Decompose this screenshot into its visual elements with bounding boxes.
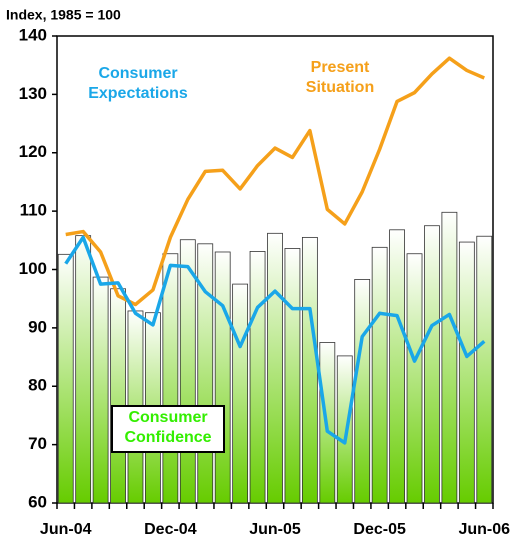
bar <box>476 235 493 504</box>
label-box <box>111 405 225 453</box>
bar <box>406 253 423 504</box>
bar <box>249 251 266 504</box>
x-tick-label: Jun-05 <box>249 521 301 538</box>
bar <box>162 253 179 504</box>
bar <box>301 236 318 504</box>
line-series <box>65 56 485 307</box>
x-tick-label: Jun-06 <box>458 521 510 538</box>
bar <box>57 253 74 504</box>
bar <box>354 279 371 504</box>
x-tick-label: Dec-04 <box>144 521 197 538</box>
bar <box>336 355 353 504</box>
bar <box>284 248 301 504</box>
bar <box>441 211 458 504</box>
bar <box>110 288 126 504</box>
bar <box>179 239 196 504</box>
bar <box>232 283 249 504</box>
y-tick-label: 60 <box>28 492 47 511</box>
bar <box>424 225 440 504</box>
bar <box>389 229 405 504</box>
x-tick-label: Jun-04 <box>40 521 92 538</box>
x-tick-label: Dec-05 <box>353 521 406 538</box>
bar <box>267 232 283 504</box>
series-label: Consumer Confidence <box>124 409 211 446</box>
y-tick-label: 140 <box>19 25 47 44</box>
bar <box>458 241 475 504</box>
series-label: Consumer Expectations <box>88 65 188 102</box>
line-series <box>64 235 486 445</box>
y-axis-title: Index, 1985 = 100 <box>6 7 121 23</box>
bar <box>75 235 92 504</box>
y-tick-label: 110 <box>20 201 47 220</box>
y-tick-label: 70 <box>28 434 47 453</box>
series-label: Present Situation <box>306 59 374 96</box>
y-tick-label: 100 <box>19 259 47 278</box>
y-tick-label: 130 <box>19 84 47 103</box>
y-tick-label: 90 <box>28 317 47 336</box>
bar <box>214 251 231 504</box>
y-tick-label: 80 <box>28 376 47 395</box>
bar <box>371 246 388 504</box>
y-tick-label: 120 <box>19 142 47 161</box>
bar <box>92 276 109 504</box>
